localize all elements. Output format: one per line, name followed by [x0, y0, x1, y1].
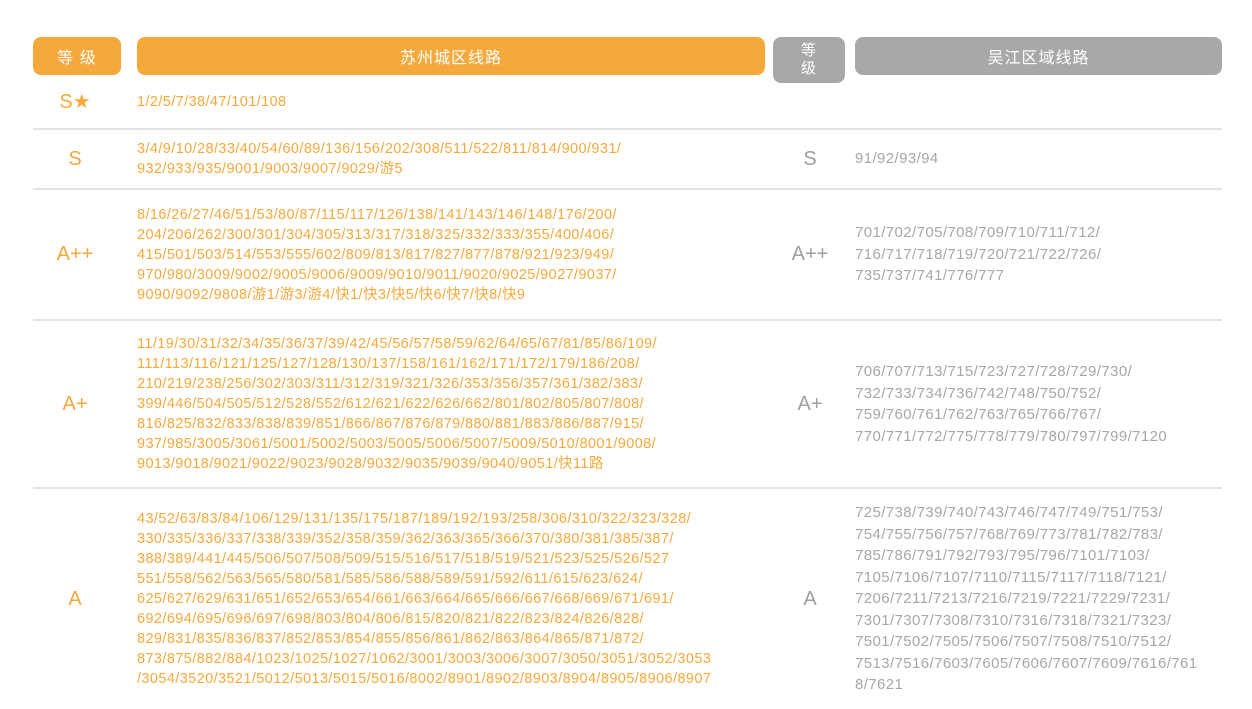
wujiang-routes-cell: 701/702/705/708/709/710/711/712/ 716/717… — [855, 224, 1102, 285]
wujiang-grade-label: A — [803, 587, 817, 610]
table-body: S★ 1/2/5/7/38/47/101/108 S 3/4/9/10/28/3… — [33, 75, 1222, 709]
table-row-s: S 3/4/9/10/28/33/40/54/60/89/136/156/202… — [33, 130, 1222, 190]
suzhou-routes-cell: 43/52/63/83/84/106/129/131/135/175/187/1… — [137, 511, 712, 687]
table-row-s-star: S★ 1/2/5/7/38/47/101/108 — [33, 75, 1222, 130]
table-row-a-plus: A+ 11/19/30/31/32/34/35/36/37/39/42/45/5… — [33, 321, 1222, 489]
suzhou-routes-cell: 3/4/9/10/28/33/40/54/60/89/136/156/202/3… — [137, 141, 622, 177]
suzhou-routes-cell: 1/2/5/7/38/47/101/108 — [137, 93, 287, 110]
wujiang-grade-label: A++ — [791, 243, 829, 265]
suzhou-routes-cell: 11/19/30/31/32/34/35/36/37/39/42/45/56/5… — [137, 336, 657, 472]
header-wujiang-grade: 等 级 — [773, 37, 845, 83]
grade-label: A+ — [62, 392, 88, 415]
header-suzhou-routes: 苏州城区线路 — [137, 37, 765, 75]
table-header: 等 级 苏州城区线路 等 级 吴江区域线路 — [33, 37, 1222, 83]
wujiang-routes-cell: 706/707/713/715/723/727/728/729/730/ 732… — [855, 363, 1168, 445]
grade-label: A++ — [56, 243, 94, 265]
grade-label: S★ — [59, 91, 91, 113]
wujiang-routes-cell: 725/738/739/740/743/746/747/749/751/753/… — [855, 504, 1198, 694]
wujiang-grade-label: S — [803, 147, 817, 170]
table-row-a-plus-plus: A++ 8/16/26/27/46/51/53/80/87/115/117/12… — [33, 190, 1222, 321]
header-wujiang-routes: 吴江区域线路 — [855, 37, 1222, 75]
wujiang-routes-cell: 91/92/93/94 — [855, 150, 939, 168]
table-row-a: A 43/52/63/83/84/106/129/131/135/175/187… — [33, 489, 1222, 709]
header-suzhou-grade: 等 级 — [33, 37, 121, 75]
grade-label: S — [68, 147, 82, 170]
wujiang-grade-label: A+ — [797, 392, 823, 415]
suzhou-routes-cell: 8/16/26/27/46/51/53/80/87/115/117/126/13… — [137, 206, 617, 303]
grade-label: A — [68, 587, 82, 610]
